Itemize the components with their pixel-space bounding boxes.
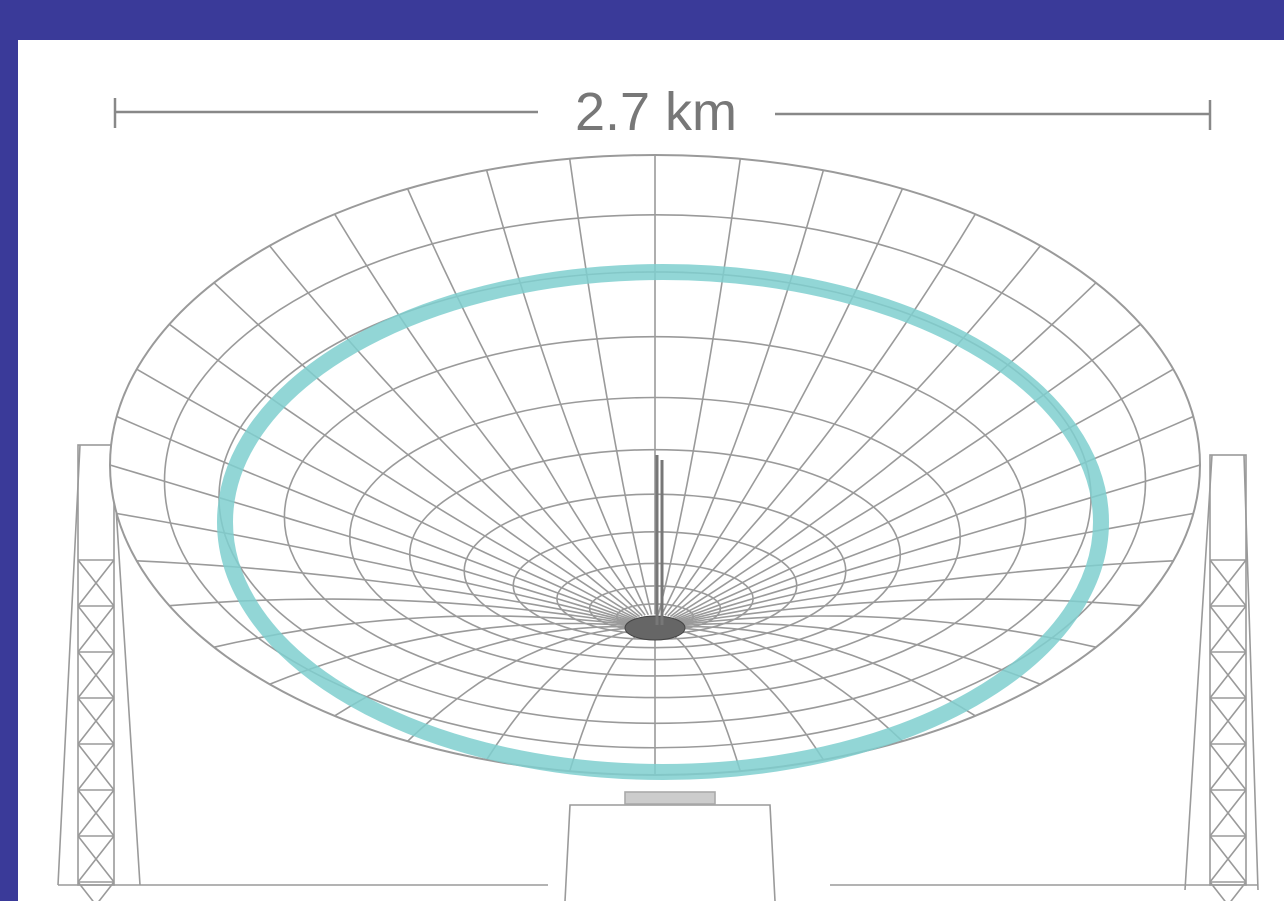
dimension-label: 2.7 km	[575, 82, 737, 142]
dish	[110, 155, 1200, 775]
focus	[625, 616, 685, 640]
base-cap	[625, 792, 715, 804]
diagram: 2.7 km	[0, 0, 1284, 901]
